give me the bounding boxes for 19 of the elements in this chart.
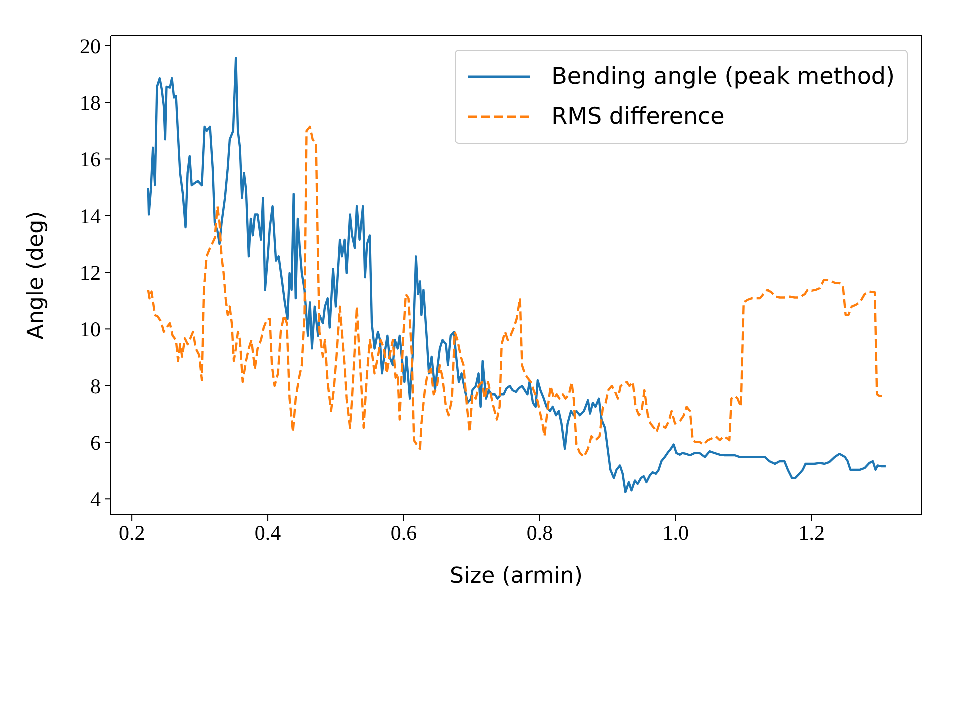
y-tick-label: 12 (80, 260, 101, 285)
y-tick-label: 6 (90, 430, 101, 455)
x-tick-label: 0.2 (118, 520, 146, 545)
x-tick-label: 1.0 (662, 520, 690, 545)
y-tick-label: 8 (90, 374, 101, 398)
y-axis-title: Angle (deg) (24, 211, 49, 340)
y-tick-label: 4 (90, 488, 102, 512)
y-tick-label: 20 (80, 34, 101, 58)
y-tick-label: 18 (80, 91, 101, 116)
x-tick-label: 1.2 (798, 520, 825, 545)
legend-label: Bending angle (peak method) (552, 64, 895, 90)
x-tick-label: 0.4 (254, 520, 282, 545)
y-tick-label: 14 (80, 204, 102, 228)
x-tick-label: 0.6 (390, 520, 418, 545)
y-tick-label: 10 (80, 318, 101, 342)
x-axis-title: Size (armin) (450, 564, 583, 589)
y-tick-label: 16 (80, 148, 101, 172)
legend-label: RMS difference (552, 104, 725, 130)
x-tick-label: 0.8 (526, 520, 554, 545)
